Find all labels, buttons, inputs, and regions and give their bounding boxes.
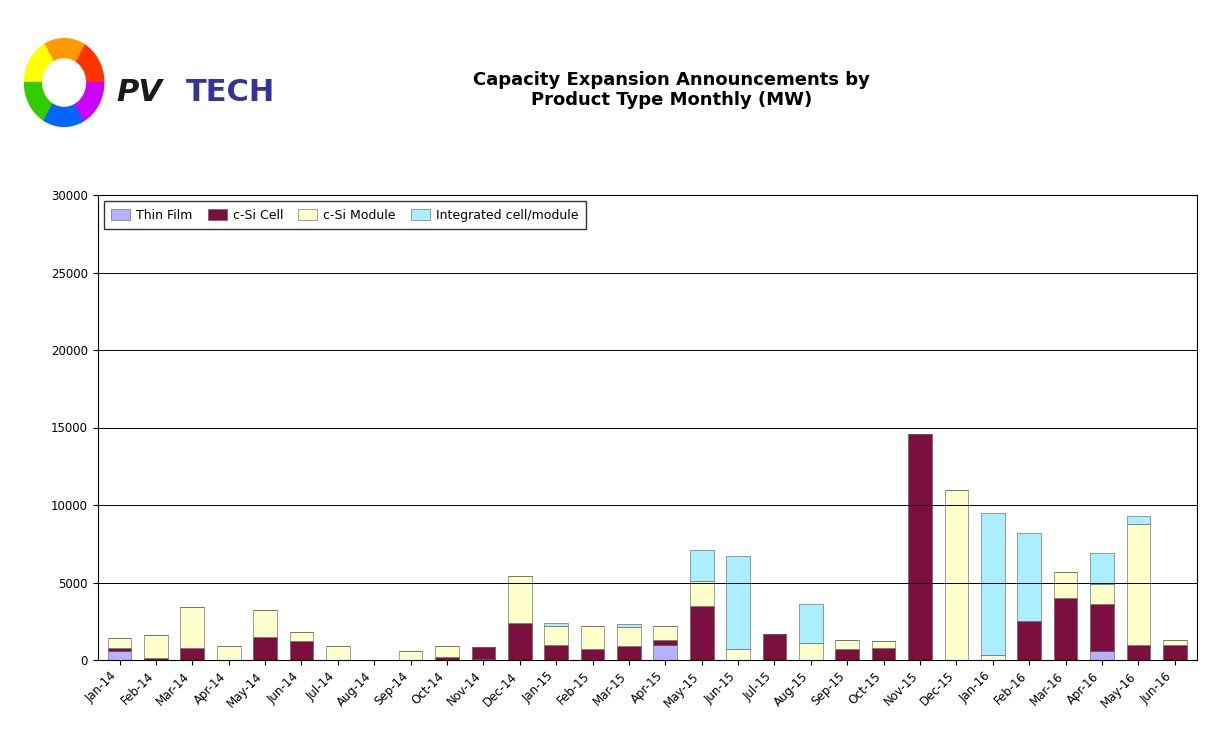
Bar [763,634,786,660]
Wedge shape [65,82,104,121]
Bar [471,646,496,659]
Bar [726,650,750,660]
Bar [872,641,895,647]
Bar [471,659,496,660]
Bar [835,640,860,650]
Legend: Thin Film, c-Si Cell, c-Si Module, Integrated cell/module: Thin Film, c-Si Cell, c-Si Module, Integ… [104,201,586,229]
Bar [326,646,349,660]
Bar [289,632,314,641]
Bar [980,656,1005,660]
Bar [107,638,132,647]
Circle shape [24,38,104,126]
Bar [545,622,568,626]
Circle shape [43,59,85,106]
Bar [545,626,568,644]
Bar [144,658,167,660]
Bar [581,650,604,660]
Bar [289,641,314,660]
Bar [253,610,277,637]
Bar [799,643,823,660]
Bar [1017,533,1042,621]
Bar [690,606,713,660]
Bar [945,490,968,660]
Bar [1090,584,1114,604]
Bar [726,556,750,650]
Bar [1090,553,1114,584]
Wedge shape [65,44,104,82]
Text: PV: PV [116,78,162,107]
Wedge shape [44,38,84,82]
Wedge shape [24,44,65,82]
Bar [1054,598,1077,660]
Bar [435,657,459,660]
Bar [508,622,531,660]
Bar [1127,644,1150,660]
Bar [1090,651,1114,660]
Bar [980,513,1005,656]
Bar [617,624,641,628]
Bar [1017,621,1042,660]
Bar [181,608,204,647]
Bar [1127,516,1150,524]
Bar [435,646,459,657]
Bar [144,635,167,658]
Bar [690,581,713,606]
Bar [545,644,568,660]
Wedge shape [24,82,65,121]
Bar [1127,524,1150,644]
Bar [107,647,132,651]
Bar [508,576,531,622]
Bar [653,644,678,660]
Bar [617,646,641,660]
Bar [399,651,422,660]
Bar [799,604,823,643]
Text: TECH: TECH [186,78,276,107]
Bar [690,550,713,581]
Bar [107,651,132,660]
Bar [1162,645,1187,660]
Bar [581,626,604,650]
Bar [253,637,277,660]
Text: Capacity Expansion Announcements by
Product Type Monthly (MW): Capacity Expansion Announcements by Prod… [473,70,871,110]
Bar [217,646,241,660]
Bar [653,626,678,640]
Bar [1162,640,1187,645]
Bar [835,650,860,660]
Wedge shape [44,82,84,126]
Bar [1090,604,1114,651]
Bar [617,628,641,646]
Bar [872,647,895,660]
Bar [181,647,204,660]
Bar [653,640,678,644]
Bar [908,433,932,660]
Bar [1054,572,1077,598]
